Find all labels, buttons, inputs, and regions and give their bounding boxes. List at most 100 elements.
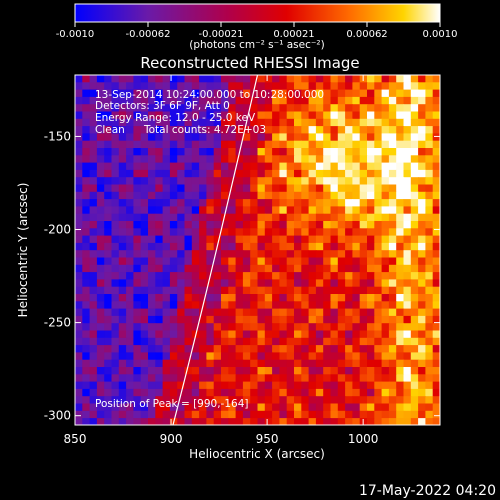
heatmap-cell [257, 235, 266, 244]
heatmap-cell [286, 148, 295, 156]
heatmap-cell [418, 286, 426, 295]
heatmap-cell [221, 96, 229, 105]
heatmap-cell [257, 221, 266, 229]
heatmap-cell [133, 257, 142, 266]
heatmap-cell [345, 155, 353, 164]
heatmap-cell [199, 410, 207, 419]
heatmap-cell [286, 184, 295, 193]
heatmap-cell [381, 75, 390, 83]
heatmap-cell [279, 206, 288, 215]
heatmap-cell [323, 228, 332, 237]
heatmap-cell [162, 272, 171, 280]
heatmap-cell [279, 213, 288, 222]
heatmap-cell [155, 155, 164, 164]
heatmap-cell [235, 126, 244, 134]
heatmap-cell [235, 403, 244, 412]
heatmap-cell [294, 308, 302, 317]
heatmap-cell [235, 308, 244, 317]
heatmap-cell [286, 89, 295, 98]
heatmap-cell [118, 148, 127, 156]
heatmap-cell [272, 177, 280, 186]
heatmap-cell [75, 264, 83, 273]
heatmap-cell [148, 294, 156, 302]
heatmap-cell [272, 330, 280, 339]
heatmap-cell [425, 345, 434, 353]
heatmap-cell [228, 162, 237, 171]
heatmap-cell [140, 403, 149, 412]
heatmap-cell [250, 323, 259, 332]
heatmap-cell [388, 213, 397, 222]
heatmap-cell [294, 177, 302, 186]
heatmap-cell [199, 155, 207, 164]
heatmap-cell [432, 118, 440, 127]
heatmap-cell [126, 177, 134, 186]
heatmap-cell [279, 352, 288, 361]
heatmap-cell [286, 315, 295, 324]
heatmap-cell [228, 374, 237, 383]
heatmap-cell [199, 279, 207, 288]
heatmap-cell [177, 410, 186, 419]
heatmap-cell [228, 169, 237, 178]
heatmap-cell [301, 323, 310, 332]
heatmap-cell [111, 286, 120, 295]
heatmap-cell [75, 301, 83, 310]
heatmap-cell [381, 396, 390, 405]
heatmap-cell [89, 96, 98, 105]
heatmap-cell [367, 337, 375, 346]
heatmap-cell [279, 235, 288, 244]
heatmap-cell [111, 242, 120, 251]
heatmap-cell [367, 330, 375, 339]
heatmap-cell [111, 206, 120, 215]
heatmap-cell [206, 104, 215, 113]
heatmap-cell [359, 235, 368, 244]
heatmap-cell [89, 104, 98, 113]
y-tick-label: -150 [44, 129, 71, 143]
heatmap-cell [162, 242, 171, 251]
heatmap-cell [330, 308, 339, 317]
heatmap-cell [410, 381, 419, 390]
heatmap-cell [96, 104, 105, 113]
heatmap-cell [345, 359, 353, 368]
heatmap-cell [96, 191, 105, 200]
heatmap-cell [155, 228, 164, 237]
heatmap-cell [286, 191, 295, 200]
heatmap-cell [148, 228, 156, 237]
heatmap-cell [250, 381, 259, 390]
heatmap-cell [140, 323, 149, 332]
heatmap-cell [126, 184, 134, 193]
heatmap-cell [133, 315, 142, 324]
heatmap-cell [308, 206, 317, 215]
heatmap-cell [403, 235, 412, 244]
heatmap-cell [199, 308, 207, 317]
heatmap-cell [191, 279, 200, 288]
heatmap-cell [169, 111, 178, 120]
heatmap-cell [162, 206, 171, 215]
heatmap-cell [374, 250, 383, 259]
heatmap-cell [352, 126, 361, 134]
colorbar-tick-label: 0.00062 [346, 29, 387, 40]
heatmap-cell [199, 352, 207, 361]
heatmap-cell [104, 308, 113, 317]
heatmap-cell [89, 337, 98, 346]
heatmap-cell [301, 82, 310, 91]
heatmap-cell [235, 89, 244, 98]
heatmap-cell [199, 235, 207, 244]
heatmap-cell [82, 345, 91, 353]
heatmap-cell [184, 374, 193, 383]
heatmap-cell [345, 177, 353, 186]
heatmap-cell [148, 89, 156, 98]
heatmap-cell [396, 352, 405, 361]
heatmap-cell [315, 308, 324, 317]
heatmap-cell [337, 155, 346, 164]
heatmap-cell [374, 323, 383, 332]
heatmap-cell [118, 213, 127, 222]
heatmap-cell [221, 118, 229, 127]
heatmap-cell [118, 140, 127, 149]
heatmap-cell [89, 199, 98, 207]
heatmap-cell [148, 206, 156, 215]
heatmap-cell [206, 89, 215, 98]
heatmap-cell [169, 206, 178, 215]
heatmap-cell [184, 118, 193, 127]
heatmap-cell [418, 126, 426, 134]
heatmap-cell [264, 279, 273, 288]
